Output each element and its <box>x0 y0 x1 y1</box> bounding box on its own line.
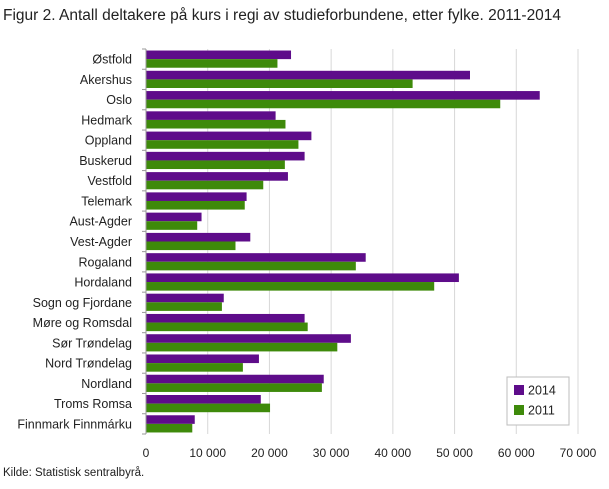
bar-2011 <box>146 342 338 352</box>
category-label: Telemark <box>81 194 132 208</box>
category-label: Finnmark Finnmárku <box>17 417 132 431</box>
bar-2014 <box>146 232 251 242</box>
category-label: Akershus <box>80 73 132 87</box>
x-tick-label: 70 000 <box>560 446 597 460</box>
category-label: Hedmark <box>81 113 132 127</box>
bar-2011 <box>146 282 435 291</box>
bar-2014 <box>146 313 305 323</box>
bar-2011 <box>146 180 264 190</box>
category-label: Vestfold <box>88 174 133 188</box>
category-label: Østfold <box>92 53 132 67</box>
bar-2011 <box>146 160 285 170</box>
category-label: Vest-Agder <box>70 235 132 249</box>
x-tick-label: 0 <box>143 446 150 460</box>
bar-2014 <box>146 91 540 100</box>
bar-2014 <box>146 253 366 262</box>
bar-2011 <box>146 200 245 210</box>
x-tick-label: 50 000 <box>436 446 473 460</box>
bar-2014 <box>146 374 324 384</box>
bars <box>146 50 540 433</box>
category-label: Sør Trøndelag <box>52 336 132 350</box>
category-label: Aust-Agder <box>69 215 132 229</box>
bar-2014 <box>146 172 288 181</box>
category-label: Nord Trøndelag <box>45 357 132 371</box>
bar-2011 <box>146 383 322 392</box>
axes: 0 10 000 20 000 30 000 40 000 50 000 60 000 70 … <box>17 48 597 460</box>
bar-2011 <box>146 59 278 68</box>
category-label: Troms Romsa <box>54 397 132 411</box>
bar-2014 <box>146 192 247 201</box>
chart-title: Figur 2. Antall deltakere på kurs i regi… <box>3 7 562 24</box>
legend-swatch-2011 <box>514 405 524 415</box>
bar-2011 <box>146 261 356 271</box>
bar-2014 <box>146 70 470 80</box>
bar-2014 <box>146 212 202 222</box>
legend-label-2014: 2014 <box>528 384 556 398</box>
category-label: Buskerud <box>79 154 132 168</box>
category-label: Oslo <box>106 93 132 107</box>
category-label: Møre og Romsdal <box>33 316 132 330</box>
category-label: Rogaland <box>78 255 132 269</box>
category-label: Hordaland <box>74 276 132 290</box>
bar-2014 <box>146 111 276 120</box>
category-label: Sogn og Fjordane <box>33 296 132 310</box>
bar-2014 <box>146 395 261 404</box>
source-note: Kilde: Statistisk sentralbyrå. <box>3 467 145 479</box>
bar-2011 <box>146 403 271 413</box>
bar-2011 <box>146 423 193 433</box>
x-tick-label: 20 000 <box>251 446 288 460</box>
legend-label-2011: 2011 <box>528 404 555 418</box>
bar-2011 <box>146 79 413 88</box>
bar-2014 <box>146 293 224 303</box>
bar-2011 <box>146 221 198 230</box>
bar-2014 <box>146 354 259 364</box>
bar-2014 <box>146 151 305 161</box>
bar-2014 <box>146 334 351 343</box>
bar-2011 <box>146 241 236 251</box>
bar-2011 <box>146 322 308 332</box>
bar-2011 <box>146 302 222 311</box>
category-label: Oppland <box>85 134 132 148</box>
bar-2011 <box>146 99 501 109</box>
x-tick-label: 30 000 <box>313 446 350 460</box>
bar-2014 <box>146 415 195 424</box>
bar-2011 <box>146 363 243 372</box>
legend-swatch-2014 <box>514 385 524 395</box>
legend: 2014 2011 <box>506 376 570 426</box>
bar-2014 <box>146 273 459 283</box>
bar-2011 <box>146 119 286 129</box>
x-tick-label: 10 000 <box>189 446 226 460</box>
bar-2014 <box>146 50 292 60</box>
bar-2014 <box>146 131 312 141</box>
bar-2011 <box>146 140 299 149</box>
x-tick-label: 40 000 <box>375 446 412 460</box>
category-label: Nordland <box>81 377 132 391</box>
x-tick-label: 60 000 <box>498 446 535 460</box>
